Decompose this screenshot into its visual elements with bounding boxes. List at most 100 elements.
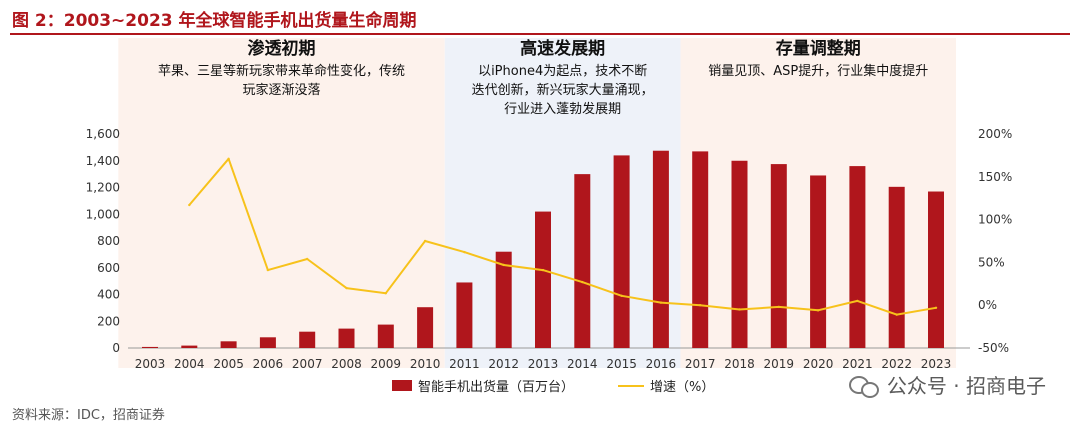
period-desc: 以iPhone4为起点，技术不断 迭代创新，新兴玩家大量涌现， 行业进入蓬勃发展… (445, 62, 681, 119)
y-right-ticks: -50% 0% 50% 100% 150% 200% (978, 127, 1012, 355)
x-tick-label: 2019 (764, 357, 795, 371)
growth-point-2007 (306, 257, 309, 261)
growth-point-2016 (659, 301, 663, 304)
bar-2019 (770, 164, 787, 348)
x-tick-label: 2014 (567, 357, 598, 371)
x-tick-label: 2008 (331, 357, 362, 371)
y-left-tick-label: 800 (97, 234, 120, 248)
bar-2005 (220, 341, 237, 348)
legend-label: 智能手机出货量（百万台） (418, 380, 575, 395)
period-desc: 销量见顶、ASP提升，行业集中度提升 (681, 62, 956, 81)
period-band (444, 38, 681, 368)
legend-item-shipments: 智能手机出货量（百万台） (392, 376, 574, 395)
bar-2011 (456, 282, 473, 348)
period-header-growth: 高速发展期 以iPhone4为起点，技术不断 迭代创新，新兴玩家大量涌现， 行业… (445, 38, 681, 119)
bar-2023 (928, 191, 944, 348)
growth-point-2017 (699, 304, 702, 307)
bar-2021 (849, 166, 866, 348)
figure-title: 图 2：2003~2023 年全球智能手机出货量生命周期 (12, 11, 417, 31)
bar-2009 (377, 324, 394, 348)
growth-line (188, 157, 937, 316)
growth-point-2009 (384, 292, 387, 295)
growth-point-2012 (502, 263, 505, 267)
period-desc-line: 销量见顶、ASP提升，行业集中度提升 (708, 64, 929, 79)
title-rule (10, 33, 1070, 35)
legend-item-growth: 增速（%） (618, 376, 714, 395)
x-tick-label: 2017 (685, 357, 716, 371)
growth-point-2020 (816, 309, 820, 312)
bar-2004 (181, 345, 198, 348)
y-right-tick-label: 150% (978, 170, 1012, 184)
bar-2015 (613, 155, 630, 348)
bar-2010 (417, 307, 434, 348)
growth-point-2023 (934, 306, 938, 309)
period-desc-line: 玩家逐渐没落 (242, 83, 321, 98)
y-left-tick-label: 1,400 (86, 154, 120, 168)
bar-2022 (888, 186, 905, 348)
x-tick-label: 2016 (646, 357, 677, 371)
x-tick-label: 2007 (292, 357, 323, 371)
bar-2013 (535, 211, 551, 348)
bar-2014 (574, 174, 591, 348)
y-right-tick-label: 100% (978, 213, 1012, 227)
y-left-tick-label: 1,600 (86, 127, 120, 141)
y-right-tick-label: 50% (978, 255, 1005, 269)
growth-point-2014 (581, 280, 584, 284)
growth-point-2019 (777, 305, 780, 309)
y-left-tick-label: 400 (97, 288, 120, 302)
growth-point-2008 (345, 286, 348, 290)
growth-point-2015 (620, 294, 623, 297)
bar-2020 (810, 175, 827, 348)
period-desc-line: 以iPhone4为起点，技术不断 (478, 64, 648, 79)
watermark-text: 公众号 · 招商电子 (886, 374, 1046, 398)
source-note: 资料来源：IDC，招商证券 (12, 408, 165, 423)
x-tick-label: 2009 (371, 357, 402, 371)
x-tick-label: 2013 (528, 357, 559, 371)
x-tick-label: 2020 (803, 357, 834, 371)
period-desc-line: 苹果、三星等新玩家带来革命性变化，传统 (158, 64, 406, 79)
growth-point-2011 (463, 250, 466, 254)
growth-point-2006 (266, 268, 270, 272)
legend-swatch-line (618, 384, 644, 387)
bar-2006 (259, 337, 276, 348)
y-left-tick-label: 1,000 (86, 207, 120, 221)
legend-label: 增速（%） (650, 380, 715, 395)
growth-point-2021 (856, 299, 859, 303)
y-left-ticks: 0 200 400 600 800 1,000 1,200 1,400 1,600 (86, 127, 120, 355)
x-tick-label: 2010 (410, 357, 441, 371)
period-header-stock: 存量调整期 销量见顶、ASP提升，行业集中度提升 (681, 38, 956, 81)
bar-2007 (299, 331, 316, 348)
y-left-tick-label: 1,200 (86, 181, 120, 195)
period-title: 存量调整期 (775, 39, 861, 59)
growth-point-2010 (423, 239, 427, 243)
bar-2018 (731, 160, 748, 348)
y-right-tick-label: -50% (978, 341, 1009, 355)
x-tick-label: 2011 (449, 357, 480, 371)
x-tick-label: 2003 (135, 357, 166, 371)
line-series (188, 157, 938, 316)
growth-point-2018 (738, 308, 741, 311)
x-tick-label: 2023 (921, 357, 952, 371)
y-left-tick-label: 200 (97, 314, 120, 328)
period-desc-line: 行业进入蓬勃发展期 (504, 102, 622, 117)
bar-2012 (495, 251, 512, 348)
bar-2003 (142, 346, 158, 348)
growth-point-2005 (227, 157, 230, 161)
growth-point-2004 (188, 203, 191, 207)
period-band (118, 38, 445, 368)
period-title: 高速发展期 (520, 39, 606, 59)
x-tick-label: 2006 (253, 357, 284, 371)
x-tick-label: 2018 (724, 357, 755, 371)
period-title: 渗透初期 (247, 39, 316, 59)
x-tick-label: 2012 (488, 357, 519, 371)
y-right-tick-label: 0% (978, 298, 997, 312)
x-tick-label: 2021 (842, 357, 873, 371)
legend-swatch-bar (392, 380, 412, 391)
bar-2008 (338, 328, 355, 348)
x-tick-label: 2004 (174, 357, 205, 371)
period-header-penetration: 渗透初期 苹果、三星等新玩家带来革命性变化，传统 玩家逐渐没落 (118, 38, 444, 100)
x-tick-label: 2005 (213, 357, 244, 371)
wechat-icon (848, 374, 879, 398)
period-desc-line: 迭代创新，新兴玩家大量涌现， (471, 83, 654, 98)
